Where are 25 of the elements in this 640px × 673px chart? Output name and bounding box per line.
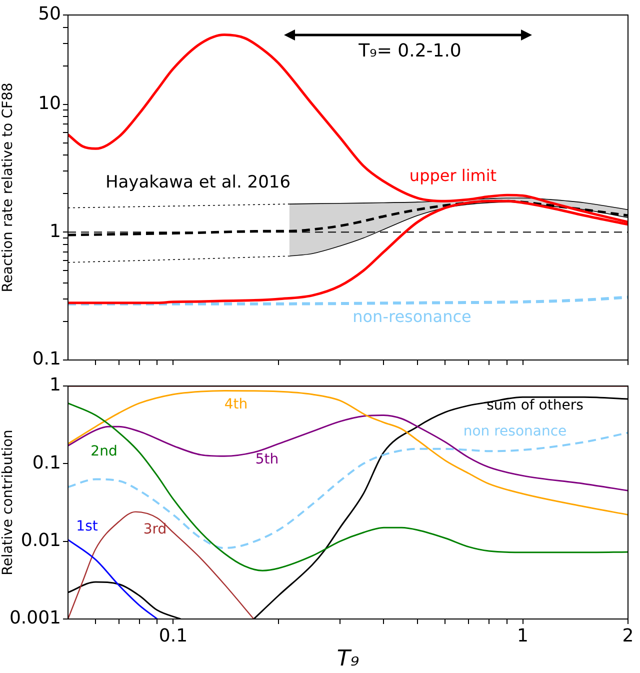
series-label: 2nd [90,444,118,460]
annotation: T₉= 0.2-1.0 [358,40,462,62]
y-tick-label: 0.001 [9,608,61,629]
y-tick-label: 0.1 [32,452,61,474]
y-tick-label: 50 [38,4,61,25]
y-tick-label: 0.1 [32,348,61,370]
x-tick-label: 2 [622,625,634,646]
x-axis-title: T₉ [336,646,360,672]
x-tick-label: 1 [517,625,528,646]
series-label: sum of others [486,398,584,414]
y-tick-label: 1 [50,374,61,396]
y-axis-title: Relative contribution [0,430,16,576]
series-label: upper limit [409,166,497,186]
annotation: Hayakawa et al. 2016 [105,172,291,192]
series-label: 1st [76,518,98,535]
series-label: 3rd [143,522,167,538]
y-axis-title: Reaction rate relative to CF88 [0,82,16,292]
series-label: non-resonance [352,307,472,326]
series-label: 5th [255,452,279,468]
y-tick-label: 0.01 [20,530,61,552]
series-label: 4th [224,396,248,413]
y-tick-label: 10 [38,93,61,114]
y-tick-label: 1 [50,220,61,242]
x-tick-label: 0.1 [158,625,188,646]
series-label: non resonance [463,424,567,440]
